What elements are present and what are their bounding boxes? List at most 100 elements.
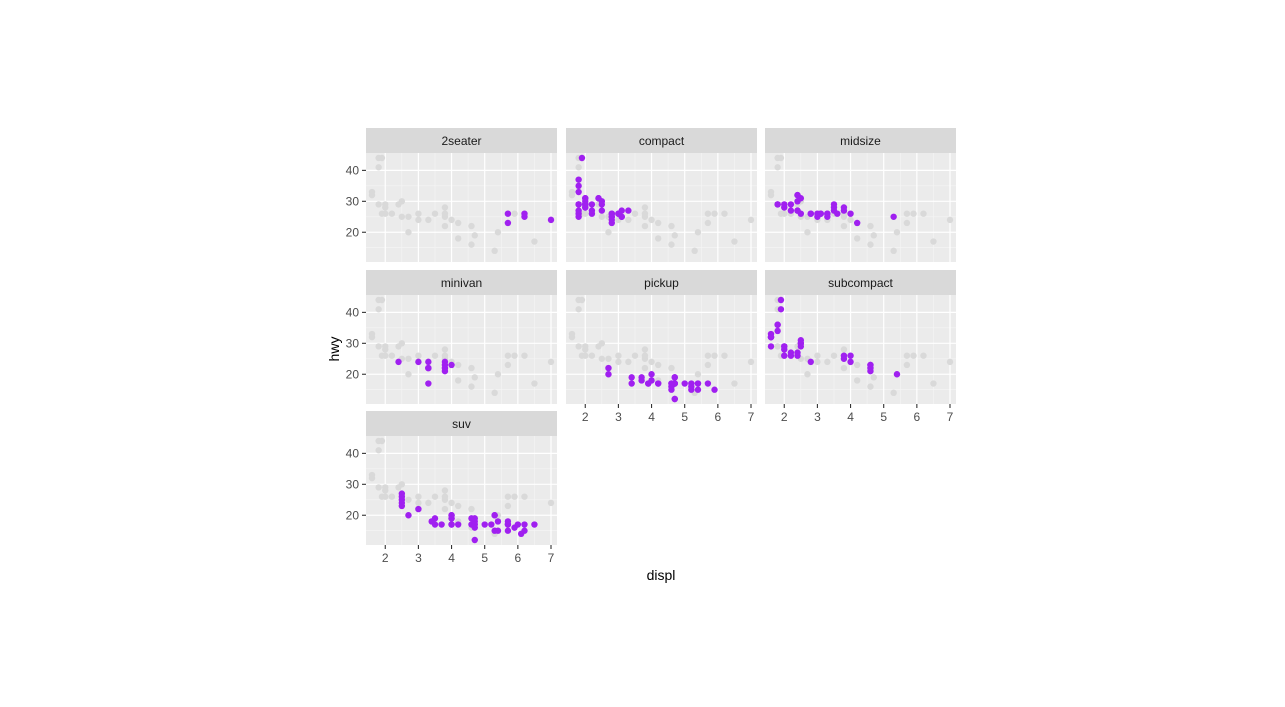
background-point xyxy=(631,352,639,359)
background-point xyxy=(747,358,755,366)
background-point xyxy=(378,296,386,304)
background-point xyxy=(491,247,498,255)
background-point xyxy=(494,229,502,236)
background-point xyxy=(425,499,432,507)
data-point-subcompact xyxy=(774,327,781,335)
data-point-suv xyxy=(468,515,475,522)
data-point-subcompact xyxy=(767,333,775,341)
data-point-midsize xyxy=(824,213,831,220)
background-point xyxy=(454,377,462,384)
data-point-pickup xyxy=(711,386,718,393)
background-point xyxy=(694,371,702,378)
background-point xyxy=(890,389,897,397)
data-point-suv xyxy=(405,512,412,519)
background-point xyxy=(870,374,877,381)
data-point-subcompact xyxy=(840,355,848,362)
background-point xyxy=(890,247,897,255)
background-point xyxy=(405,229,412,236)
background-point xyxy=(605,229,612,236)
background-point xyxy=(398,340,406,347)
background-point xyxy=(840,364,848,372)
data-point-pickup xyxy=(671,380,678,387)
panel-background xyxy=(366,436,557,545)
facet-strip-label: 2seater xyxy=(441,134,481,148)
data-point-compact xyxy=(588,207,596,214)
data-point-suv xyxy=(488,521,495,528)
data-point-minivan xyxy=(441,367,449,375)
data-point-subcompact xyxy=(893,371,901,378)
background-point xyxy=(648,358,655,366)
facet-panels: 2seater 20 30 40 compact midsize minivan 20 30 40… xyxy=(346,128,956,565)
x-tick-label: 5 xyxy=(880,410,887,424)
data-point-pickup xyxy=(704,380,712,387)
background-point xyxy=(415,493,422,500)
facet-strip xyxy=(366,270,557,295)
background-point xyxy=(375,306,382,313)
facet-strip xyxy=(566,128,757,153)
background-point xyxy=(504,361,512,369)
data-point-midsize xyxy=(853,219,861,227)
background-point xyxy=(425,216,432,224)
background-point xyxy=(471,232,478,239)
background-point xyxy=(448,499,455,507)
data-point-compact xyxy=(588,201,596,208)
data-point-subcompact xyxy=(797,337,805,344)
data-point-midsize xyxy=(890,213,897,220)
background-point xyxy=(903,361,911,369)
data-point-midsize xyxy=(830,207,838,214)
background-point xyxy=(415,352,422,359)
facet-strip-label: minivan xyxy=(441,276,482,290)
x-tick-label: 7 xyxy=(748,410,755,424)
y-tick-label: 20 xyxy=(346,225,360,239)
x-tick-label: 4 xyxy=(448,551,455,565)
background-point xyxy=(454,361,462,369)
background-point xyxy=(704,361,712,369)
background-point xyxy=(847,216,854,224)
data-point-suv xyxy=(448,515,455,522)
data-point-midsize xyxy=(774,201,781,208)
background-point xyxy=(694,229,702,236)
data-point-midsize xyxy=(787,207,795,214)
background-point xyxy=(668,241,675,248)
data-point-suv xyxy=(494,527,502,534)
data-point-pickup xyxy=(671,374,678,381)
data-point-suv xyxy=(454,521,462,528)
data-point-compact xyxy=(615,210,622,217)
facet-strip-label: subcompact xyxy=(828,276,893,290)
data-point-suv xyxy=(517,530,525,538)
background-point xyxy=(382,352,389,359)
facet-panel-midsize: midsize xyxy=(765,128,956,262)
background-point xyxy=(494,371,502,378)
background-point xyxy=(375,447,382,454)
data-point-minivan xyxy=(441,358,449,366)
background-point xyxy=(910,210,917,217)
facet-panel-pickup: pickup 2 3 4 5 6 7 xyxy=(566,270,757,424)
background-point xyxy=(471,374,478,381)
background-point xyxy=(853,361,861,369)
data-point-subcompact xyxy=(794,349,801,356)
data-point-midsize xyxy=(794,191,801,199)
data-point-2seater xyxy=(521,213,528,220)
background-point xyxy=(382,346,389,353)
data-point-midsize xyxy=(794,207,801,214)
data-point-suv xyxy=(511,524,518,531)
background-point xyxy=(598,340,606,347)
data-point-midsize xyxy=(847,210,854,217)
background-point xyxy=(903,210,911,217)
facet-panel-2seater: 2seater 20 30 40 xyxy=(346,128,557,262)
data-point-compact xyxy=(608,219,615,227)
data-point-suv xyxy=(415,505,422,513)
data-point-subcompact xyxy=(774,321,781,328)
data-point-subcompact xyxy=(781,352,788,359)
data-point-compact xyxy=(598,198,606,205)
background-point xyxy=(398,198,406,205)
data-point-pickup xyxy=(628,374,635,381)
data-point-pickup xyxy=(605,371,612,378)
background-point xyxy=(511,352,518,359)
panel-background xyxy=(366,295,557,404)
data-point-suv xyxy=(431,515,439,522)
background-point xyxy=(575,306,582,313)
background-point xyxy=(521,352,528,359)
data-point-compact xyxy=(575,188,582,196)
background-point xyxy=(704,210,712,217)
